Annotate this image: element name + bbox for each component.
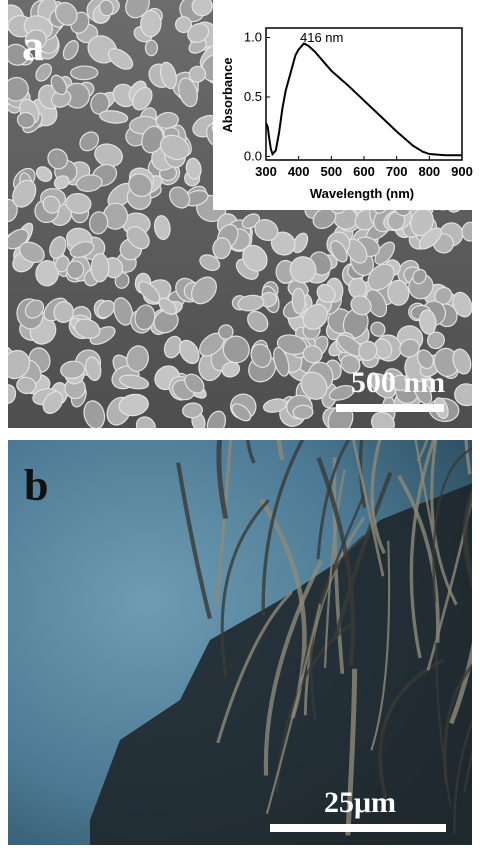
y-tick-label: 0.5 xyxy=(244,89,262,104)
scale-bar-label: 500 nm xyxy=(351,366,445,399)
y-axis-label: Absorbance xyxy=(220,57,235,132)
particle xyxy=(192,0,212,16)
y-tick-label: 1.0 xyxy=(244,30,262,45)
x-tick-label: 800 xyxy=(418,164,440,179)
particle xyxy=(462,222,479,241)
x-axis-label: Wavelength (nm) xyxy=(310,186,414,201)
panel-label: a xyxy=(22,21,44,70)
inset-chart: Absorbance Wavelength (nm) 300 400 500 600 7… xyxy=(213,0,473,210)
particle xyxy=(145,40,157,56)
peak-annotation: 416 nm xyxy=(300,30,343,45)
panel-label: b xyxy=(24,461,48,510)
x-tick-label: 500 xyxy=(320,164,342,179)
particle xyxy=(292,288,306,314)
scale-bar xyxy=(270,824,446,832)
scale-bar-label: 25μm xyxy=(324,786,396,819)
y-tick-label: 0.0 xyxy=(244,148,262,163)
particle xyxy=(70,66,98,80)
x-tick-label: 600 xyxy=(353,164,375,179)
particle xyxy=(91,253,109,282)
x-tick-label: 700 xyxy=(386,164,408,179)
x-tick-label: 300 xyxy=(255,164,277,179)
scale-bar xyxy=(336,404,444,412)
figure: a 500 nm b 25μm Absorbance Wavelength (n… xyxy=(0,0,480,850)
x-tick-label: 400 xyxy=(288,164,310,179)
particle xyxy=(293,405,313,419)
x-tick-label: 900 xyxy=(451,164,473,179)
